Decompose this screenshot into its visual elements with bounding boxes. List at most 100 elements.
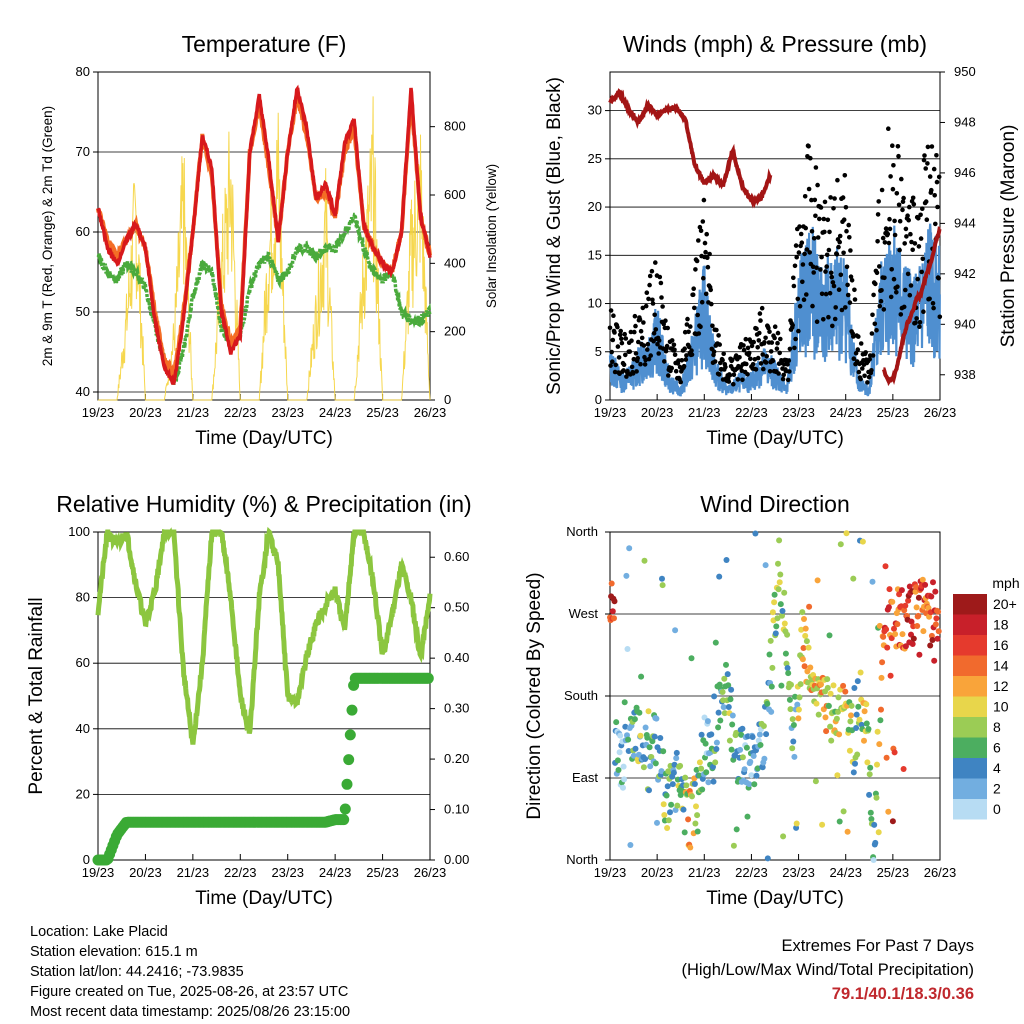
gust-point — [888, 174, 893, 179]
gust-point — [867, 357, 872, 362]
direction-point — [750, 753, 757, 759]
direction-point — [833, 715, 840, 722]
direction-point — [786, 696, 793, 703]
direction-point — [886, 586, 893, 593]
direction-point — [866, 771, 873, 778]
direction-point — [867, 809, 874, 816]
gust-point — [891, 276, 897, 282]
gust-point — [817, 216, 822, 222]
gust-point — [894, 191, 900, 196]
x-tick-label: 24/23 — [829, 865, 862, 880]
direction-point — [647, 763, 654, 770]
direction-point — [802, 625, 809, 632]
y-right-tick-label: 600 — [444, 187, 466, 202]
x-tick-label: 26/23 — [924, 865, 957, 880]
gust-point — [919, 269, 924, 275]
legend-label: 6 — [993, 740, 1001, 756]
gust-point — [797, 303, 803, 309]
direction-point — [753, 772, 760, 779]
direction-point — [873, 794, 880, 801]
gust-point — [858, 376, 863, 382]
gust-point — [795, 296, 801, 302]
direction-point — [689, 793, 695, 800]
gust-point — [916, 216, 921, 221]
gust-point — [925, 144, 931, 150]
y-tick-label: 60 — [76, 224, 90, 239]
direction-point — [763, 731, 770, 738]
legend-swatch-5 — [953, 696, 987, 717]
direction-point — [739, 754, 746, 761]
gust-point — [638, 328, 644, 334]
direction-point — [616, 749, 623, 756]
gust-point — [900, 207, 905, 213]
gust-point — [839, 307, 845, 313]
gust-point — [814, 265, 819, 271]
direction-point — [871, 821, 878, 828]
direction-point — [777, 571, 784, 578]
gust-point — [701, 275, 706, 281]
gust-point — [822, 199, 828, 205]
direction-point — [891, 749, 898, 756]
direction-point — [691, 781, 698, 787]
legend-swatch-9 — [953, 778, 987, 799]
gust-point — [650, 301, 656, 306]
direction-point — [888, 635, 895, 642]
direction-point — [744, 813, 751, 820]
direction-point — [723, 661, 729, 668]
gust-point — [709, 301, 714, 307]
direction-point — [899, 631, 906, 638]
direction-point — [771, 599, 778, 606]
direction-point — [927, 642, 934, 649]
gust-point — [758, 318, 763, 323]
x-tick-label: 19/23 — [82, 865, 115, 880]
direction-point — [721, 675, 728, 682]
x-tick-label: 23/23 — [271, 405, 304, 420]
direction-point — [874, 761, 880, 768]
gust-point — [887, 216, 892, 222]
direction-point — [869, 578, 876, 585]
direction-point — [852, 760, 858, 767]
y-tick-label: 25 — [588, 151, 602, 166]
y-tick-label: 80 — [76, 64, 90, 79]
direction-point — [741, 766, 748, 773]
gust-point — [717, 342, 722, 347]
gust-point — [642, 362, 648, 367]
direction-point — [814, 577, 821, 584]
gust-point — [774, 346, 780, 352]
y-tick-label: North — [566, 852, 598, 867]
direction-point — [712, 759, 719, 766]
direction-point — [882, 563, 889, 570]
gust-point — [608, 363, 613, 368]
gust-point — [844, 228, 849, 234]
direction-point — [792, 693, 798, 700]
direction-point — [720, 704, 727, 711]
direction-point — [641, 557, 648, 564]
direction-point — [781, 620, 788, 627]
solar-line — [98, 96, 431, 401]
direction-point — [711, 693, 718, 700]
gust-point — [768, 349, 774, 354]
gust-point — [723, 364, 728, 370]
x-tick-label: 20/23 — [641, 405, 674, 420]
gust-point — [836, 287, 842, 293]
y-tick-label: 0 — [83, 852, 90, 867]
temp-2m-line — [96, 84, 432, 385]
direction-point — [793, 820, 800, 827]
direction-point — [864, 759, 871, 766]
gust-point — [895, 144, 901, 149]
gust-point — [828, 270, 834, 276]
precip-point — [344, 729, 356, 741]
direction-point — [830, 682, 837, 689]
gust-point — [694, 258, 700, 264]
direction-point — [836, 818, 843, 825]
direction-point — [762, 562, 769, 569]
gust-point — [672, 352, 678, 358]
gust-point — [851, 356, 857, 362]
gust-point — [908, 231, 913, 237]
gust-point — [618, 328, 623, 334]
direction-point — [664, 783, 671, 790]
direction-point — [928, 593, 935, 600]
gust-point — [917, 324, 922, 330]
gust-point — [895, 284, 900, 290]
direction-point — [640, 764, 647, 771]
